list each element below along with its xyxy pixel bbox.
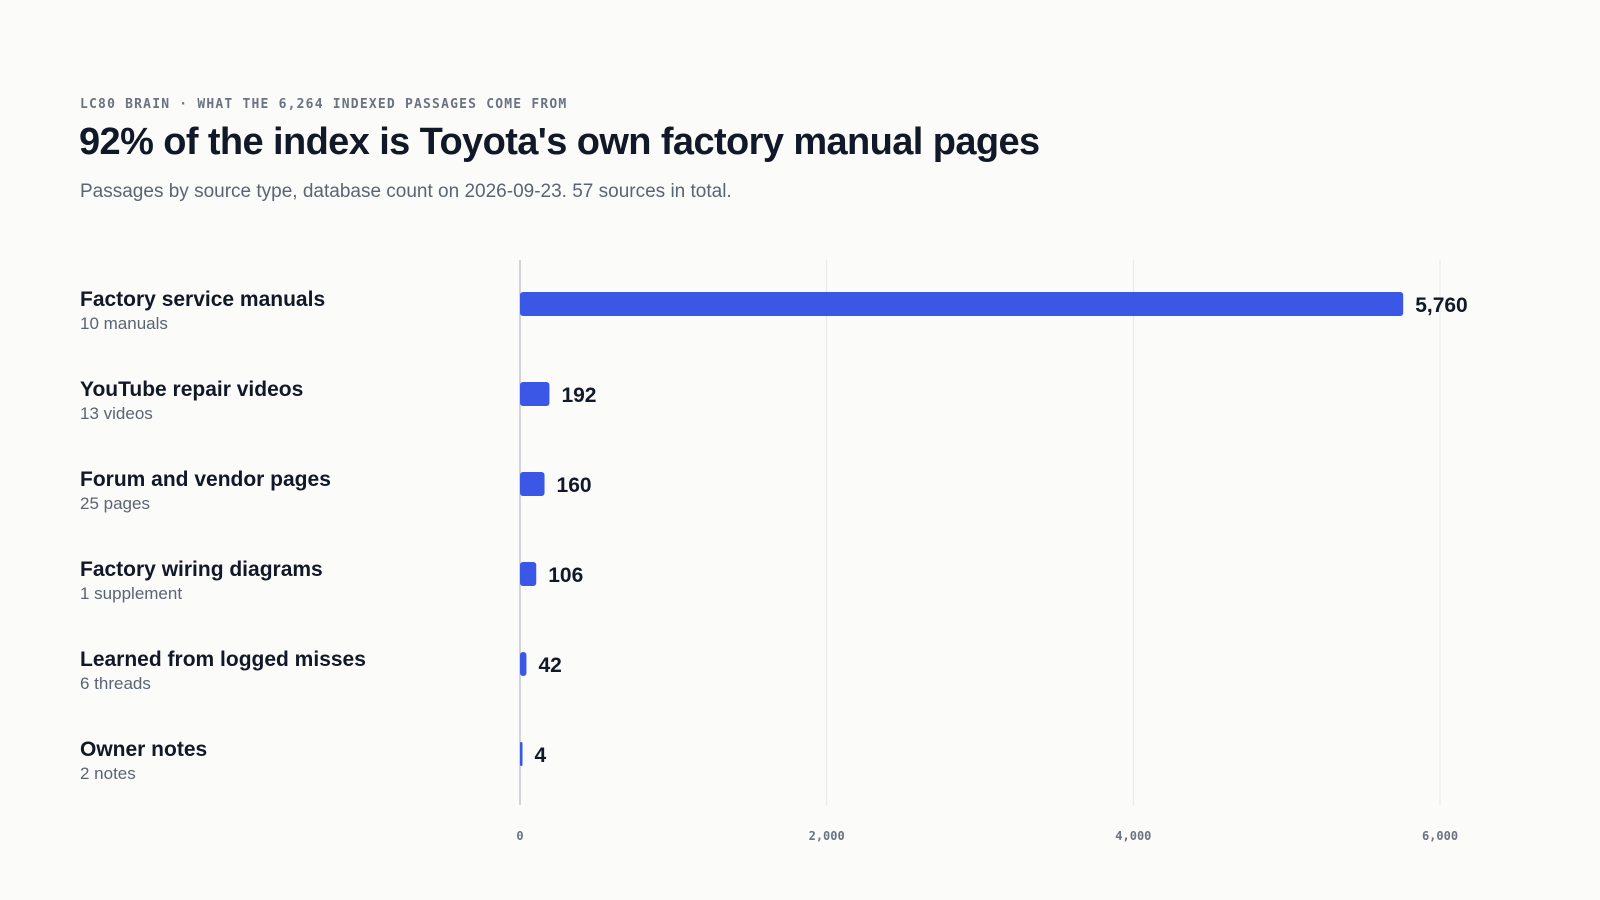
x-tick-label: 0 [516, 829, 523, 843]
category-label: Owner notes [80, 738, 208, 761]
bar [520, 742, 523, 766]
x-tick-label: 2,000 [809, 829, 845, 843]
category-note: 10 manuals [80, 314, 168, 333]
category-label: Forum and vendor pages [80, 468, 331, 491]
bar-value-label: 192 [561, 384, 596, 407]
bar [520, 382, 550, 406]
category-label: YouTube repair videos [80, 378, 304, 401]
category-note: 1 supplement [80, 584, 183, 603]
bar [520, 562, 537, 586]
row-label-factory-wiring-diagrams: Factory wiring diagrams 1 supplement [80, 557, 323, 605]
row-label-factory-service-manuals: Factory service manuals 10 manuals [80, 287, 325, 335]
bar-value-label: 160 [557, 474, 592, 497]
row-label-owner-notes: Owner notes 2 notes [80, 737, 207, 785]
category-label: Learned from logged misses [80, 648, 366, 671]
x-tick-label: 4,000 [1115, 829, 1151, 843]
category-note: 6 threads [80, 674, 151, 693]
category-note: 2 notes [80, 764, 136, 783]
category-note: 25 pages [80, 494, 150, 513]
category-note: 13 videos [80, 404, 153, 423]
chart-eyebrow: LC80 BRAIN · WHAT THE 6,264 INDEXED PASS… [80, 97, 568, 112]
bar [520, 472, 545, 496]
bar-value-label: 5,760 [1415, 294, 1468, 317]
bar-value-label: 106 [548, 564, 583, 587]
category-label: Factory wiring diagrams [80, 558, 323, 581]
bar-value-label: 4 [535, 744, 547, 767]
row-label-forum-and-vendor-pages: Forum and vendor pages 25 pages [80, 467, 331, 515]
category-label: Factory service manuals [80, 288, 326, 311]
chart-subtitle: Passages by source type, database count … [80, 181, 732, 202]
row-label-learned-from-logged-misses: Learned from logged misses 6 threads [80, 647, 366, 695]
chart-title: 92% of the index is Toyota's own factory… [79, 121, 1040, 163]
bar [520, 652, 527, 676]
bar [520, 292, 1404, 316]
bar-value-label: 42 [538, 654, 561, 677]
x-tick-label: 6,000 [1422, 829, 1458, 843]
row-label-youtube-repair-videos: YouTube repair videos 13 videos [80, 377, 303, 425]
